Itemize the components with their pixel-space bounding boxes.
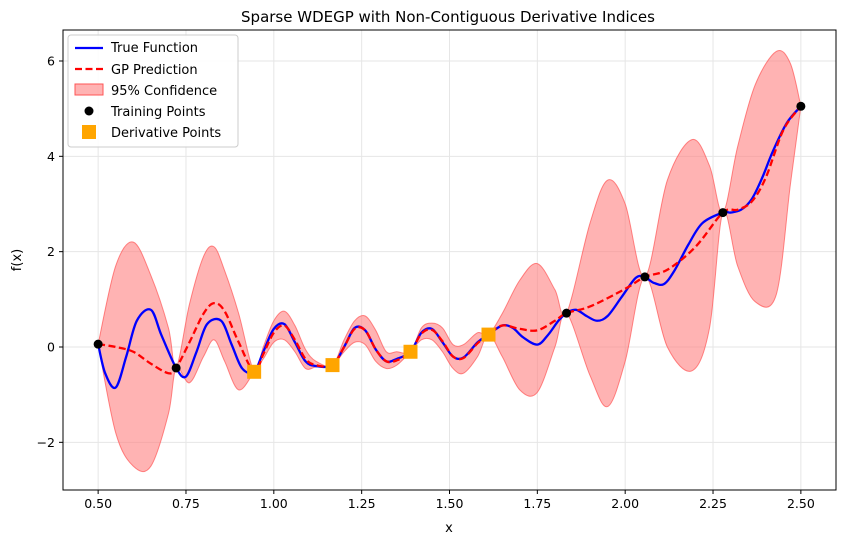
training-point: [640, 272, 650, 282]
derivative-point: [247, 364, 262, 379]
x-tick-label: 1.00: [260, 496, 288, 511]
derivative-point: [403, 344, 418, 359]
legend-conf-label: 95% Confidence: [111, 84, 217, 99]
legend-train-swatch: [84, 106, 94, 116]
training-point: [718, 208, 728, 218]
legend-train-label: Training Points: [110, 105, 206, 120]
derivative-point: [481, 327, 496, 342]
x-tick-label: 1.25: [348, 496, 376, 511]
chart-title: Sparse WDEGP with Non-Contiguous Derivat…: [241, 8, 655, 26]
y-axis-label: f(x): [10, 249, 25, 271]
x-tick-label: 2.25: [699, 496, 727, 511]
x-tick-label: 2.00: [611, 496, 639, 511]
marker-layer: [93, 101, 806, 379]
y-tick-label: 0: [47, 339, 55, 354]
y-tick-label: 2: [47, 244, 55, 259]
x-tick-label: 0.50: [84, 496, 112, 511]
x-axis-label: x: [445, 521, 453, 536]
x-tick-label: 1.50: [436, 496, 464, 511]
legend: True Function GP Prediction 95% Confiden…: [67, 34, 239, 148]
legend-deriv-label: Derivative Points: [111, 126, 221, 141]
legend-true-label: True Function: [110, 41, 198, 56]
training-point: [562, 308, 572, 318]
tick-layer: 0.50 0.75 1.00 1.25 1.50 1.75 2.00 2.25 2.50 −2 0 2…: [37, 53, 815, 511]
x-tick-label: 2.50: [787, 496, 815, 511]
training-point: [93, 339, 103, 349]
y-tick-label: −2: [37, 435, 55, 450]
x-tick-label: 0.75: [172, 496, 200, 511]
x-tick-label: 1.75: [523, 496, 551, 511]
legend-pred-label: GP Prediction: [111, 63, 198, 78]
derivative-point: [325, 358, 340, 373]
y-tick-label: 4: [47, 149, 55, 164]
training-point: [796, 101, 806, 111]
legend-conf-swatch: [74, 83, 104, 96]
legend-box: [67, 34, 239, 148]
legend-deriv-swatch: [82, 125, 96, 139]
y-tick-label: 6: [47, 53, 55, 68]
training-point: [171, 363, 181, 373]
